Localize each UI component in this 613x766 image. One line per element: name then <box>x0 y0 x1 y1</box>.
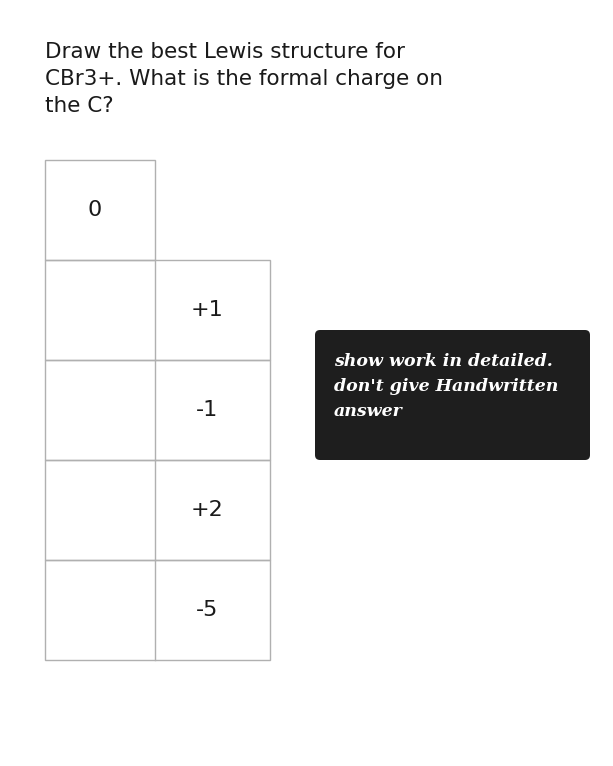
Text: show work in detailed.
don't give Handwritten
answer: show work in detailed. don't give Handwr… <box>334 353 558 420</box>
Text: Draw the best Lewis structure for
CBr3+. What is the formal charge on
the C?: Draw the best Lewis structure for CBr3+.… <box>45 42 443 116</box>
FancyBboxPatch shape <box>315 330 590 460</box>
Bar <box>45 460 270 560</box>
Bar <box>45 560 270 660</box>
Text: +1: +1 <box>191 300 223 320</box>
Text: -5: -5 <box>196 600 218 620</box>
Text: +2: +2 <box>191 500 223 520</box>
Text: -1: -1 <box>196 400 218 420</box>
Bar <box>45 260 270 360</box>
Bar <box>45 360 270 460</box>
Bar <box>45 160 155 260</box>
Text: 0: 0 <box>88 200 102 220</box>
